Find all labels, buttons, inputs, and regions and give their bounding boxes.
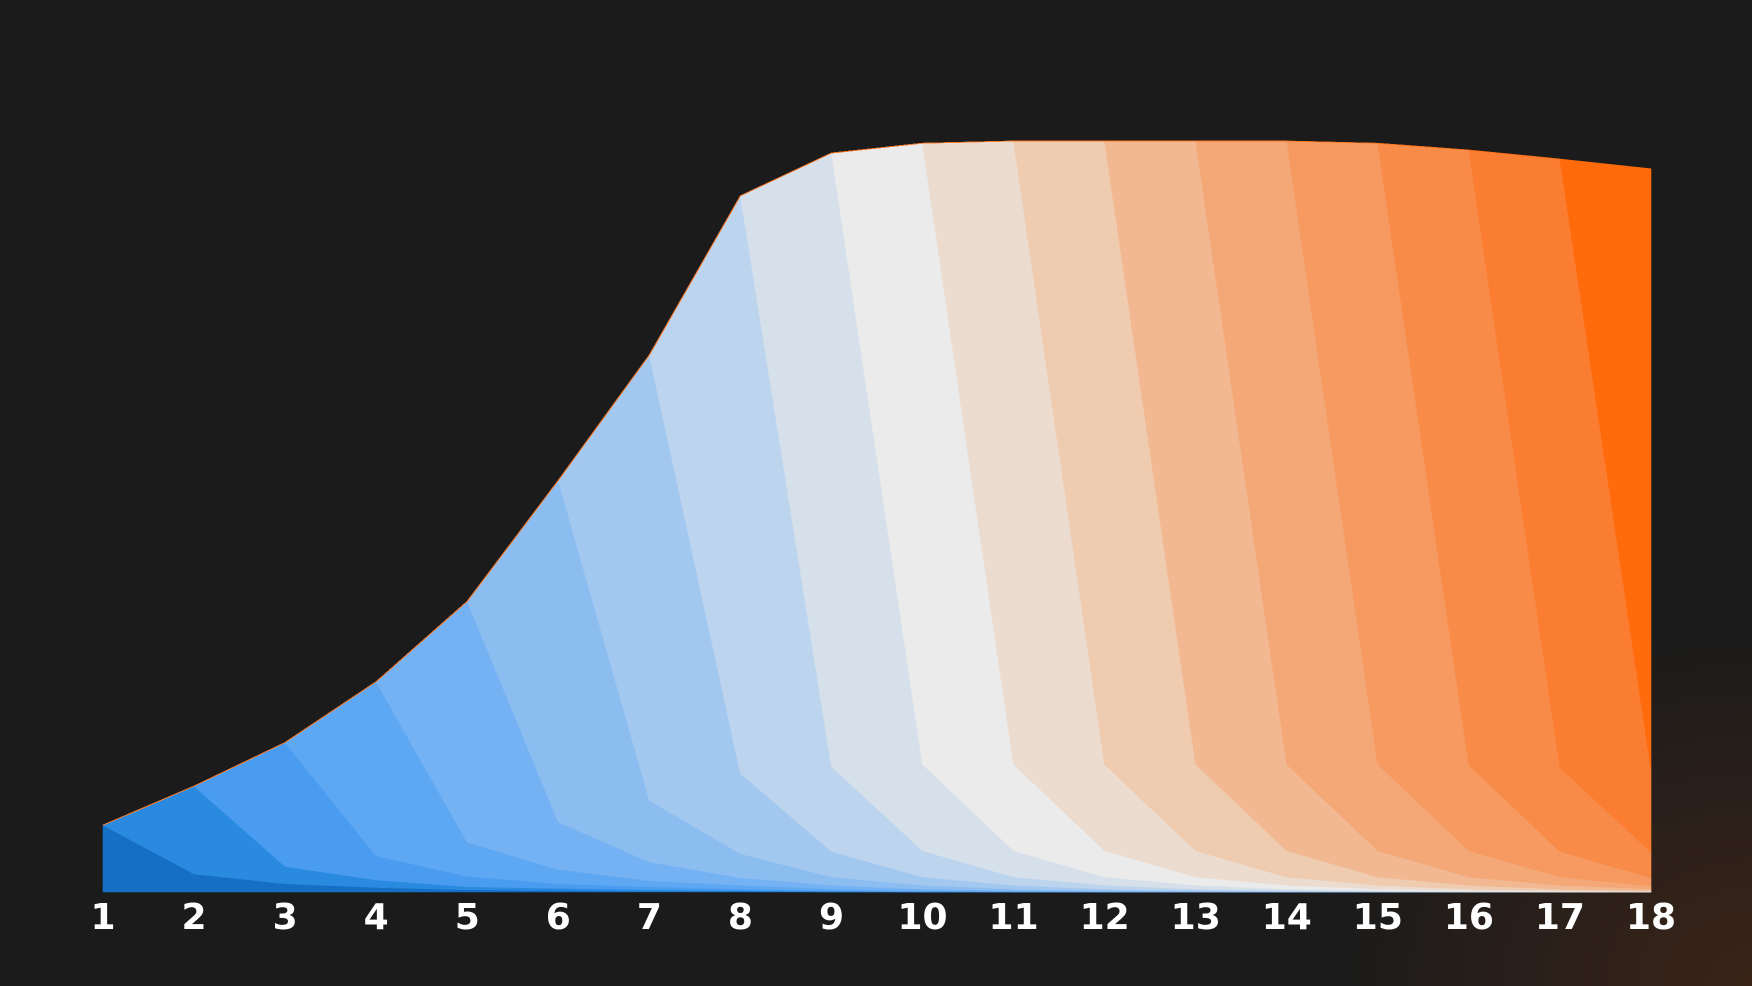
x-tick-label: 11 <box>989 897 1039 938</box>
x-tick-label: 4 <box>364 897 389 938</box>
x-tick-label: 17 <box>1535 897 1585 938</box>
x-tick-label: 5 <box>455 897 480 938</box>
x-tick-label: 3 <box>273 897 298 938</box>
x-tick-label: 18 <box>1626 897 1676 938</box>
x-tick-label: 9 <box>819 897 844 938</box>
x-tick-label: 7 <box>637 897 662 938</box>
x-tick-label: 6 <box>546 897 571 938</box>
x-tick-label: 15 <box>1353 897 1403 938</box>
x-tick-label: 16 <box>1444 897 1494 938</box>
x-tick-label: 12 <box>1080 897 1130 938</box>
x-tick-label: 8 <box>728 897 753 938</box>
x-tick-label: 14 <box>1262 897 1312 938</box>
area <box>102 140 1652 826</box>
x-tick-label: 2 <box>182 897 207 938</box>
x-tick-label: 1 <box>90 897 115 938</box>
x-tick-label: 10 <box>897 897 947 938</box>
x-tick-label: 13 <box>1171 897 1221 938</box>
